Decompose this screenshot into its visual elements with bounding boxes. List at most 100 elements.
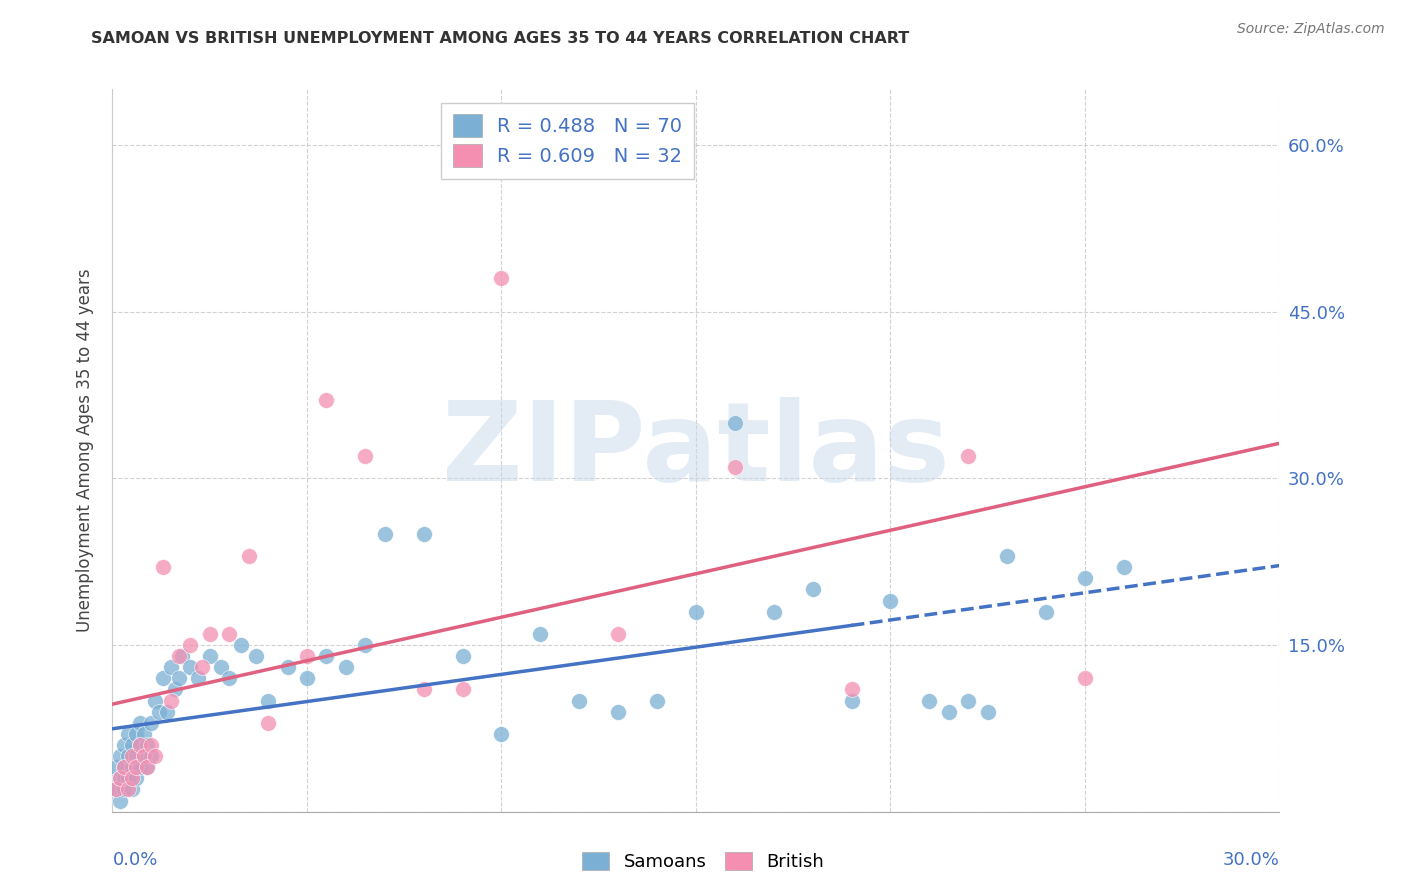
Text: 0.0%: 0.0%	[112, 851, 157, 869]
Point	[938, 705, 960, 719]
Point	[491, 727, 513, 741]
Point	[724, 416, 747, 430]
Point	[152, 671, 174, 685]
Point	[112, 738, 135, 752]
Point	[156, 705, 179, 719]
Point	[141, 749, 163, 764]
Point	[136, 760, 159, 774]
Point	[491, 271, 513, 285]
Point	[957, 693, 980, 707]
Y-axis label: Unemployment Among Ages 35 to 44 years: Unemployment Among Ages 35 to 44 years	[76, 268, 94, 632]
Point	[160, 660, 183, 674]
Point	[121, 760, 143, 774]
Point	[1112, 560, 1135, 574]
Point	[187, 671, 209, 685]
Point	[179, 660, 201, 674]
Text: Source: ZipAtlas.com: Source: ZipAtlas.com	[1237, 22, 1385, 37]
Point	[1074, 671, 1097, 685]
Point	[218, 627, 240, 641]
Point	[568, 693, 591, 707]
Point	[128, 760, 150, 774]
Point	[529, 627, 551, 641]
Point	[167, 671, 190, 685]
Point	[117, 772, 139, 786]
Point	[110, 772, 132, 786]
Point	[645, 693, 668, 707]
Text: 30.0%: 30.0%	[1223, 851, 1279, 869]
Point	[110, 794, 132, 808]
Point	[136, 738, 159, 752]
Point	[125, 749, 148, 764]
Point	[1035, 605, 1057, 619]
Point	[143, 749, 166, 764]
Point	[879, 593, 901, 607]
Point	[128, 738, 150, 752]
Legend: R = 0.488   N = 70, R = 0.609   N = 32: R = 0.488 N = 70, R = 0.609 N = 32	[441, 103, 695, 178]
Point	[172, 649, 194, 664]
Point	[105, 782, 128, 797]
Point	[112, 782, 135, 797]
Point	[128, 738, 150, 752]
Point	[607, 705, 630, 719]
Point	[179, 638, 201, 652]
Point	[117, 782, 139, 797]
Point	[136, 760, 159, 774]
Point	[105, 782, 128, 797]
Point	[125, 760, 148, 774]
Point	[125, 772, 148, 786]
Point	[141, 715, 163, 730]
Point	[141, 738, 163, 752]
Point	[117, 749, 139, 764]
Point	[918, 693, 941, 707]
Point	[801, 582, 824, 597]
Point	[198, 649, 221, 664]
Point	[1074, 571, 1097, 585]
Point	[117, 727, 139, 741]
Point	[354, 638, 377, 652]
Legend: Samoans, British: Samoans, British	[575, 845, 831, 879]
Point	[128, 715, 150, 730]
Point	[112, 760, 135, 774]
Point	[160, 693, 183, 707]
Point	[315, 393, 337, 408]
Point	[451, 682, 474, 697]
Point	[295, 649, 318, 664]
Point	[110, 772, 132, 786]
Point	[229, 638, 252, 652]
Point	[315, 649, 337, 664]
Point	[841, 693, 863, 707]
Point	[121, 782, 143, 797]
Point	[685, 605, 707, 619]
Text: SAMOAN VS BRITISH UNEMPLOYMENT AMONG AGES 35 TO 44 YEARS CORRELATION CHART: SAMOAN VS BRITISH UNEMPLOYMENT AMONG AGE…	[91, 31, 910, 46]
Point	[152, 560, 174, 574]
Point	[105, 760, 128, 774]
Point	[110, 749, 132, 764]
Point	[191, 660, 214, 674]
Point	[976, 705, 998, 719]
Point	[957, 449, 980, 463]
Point	[245, 649, 267, 664]
Point	[412, 526, 434, 541]
Point	[724, 460, 747, 475]
Point	[121, 772, 143, 786]
Point	[451, 649, 474, 664]
Point	[132, 727, 155, 741]
Point	[276, 660, 298, 674]
Point	[607, 627, 630, 641]
Point	[218, 671, 240, 685]
Point	[121, 749, 143, 764]
Point	[112, 772, 135, 786]
Point	[132, 749, 155, 764]
Point	[112, 760, 135, 774]
Point	[132, 749, 155, 764]
Point	[995, 549, 1018, 563]
Point	[238, 549, 260, 563]
Point	[125, 727, 148, 741]
Point	[374, 526, 396, 541]
Point	[841, 682, 863, 697]
Point	[163, 682, 186, 697]
Point	[354, 449, 377, 463]
Point	[335, 660, 357, 674]
Point	[762, 605, 785, 619]
Point	[412, 682, 434, 697]
